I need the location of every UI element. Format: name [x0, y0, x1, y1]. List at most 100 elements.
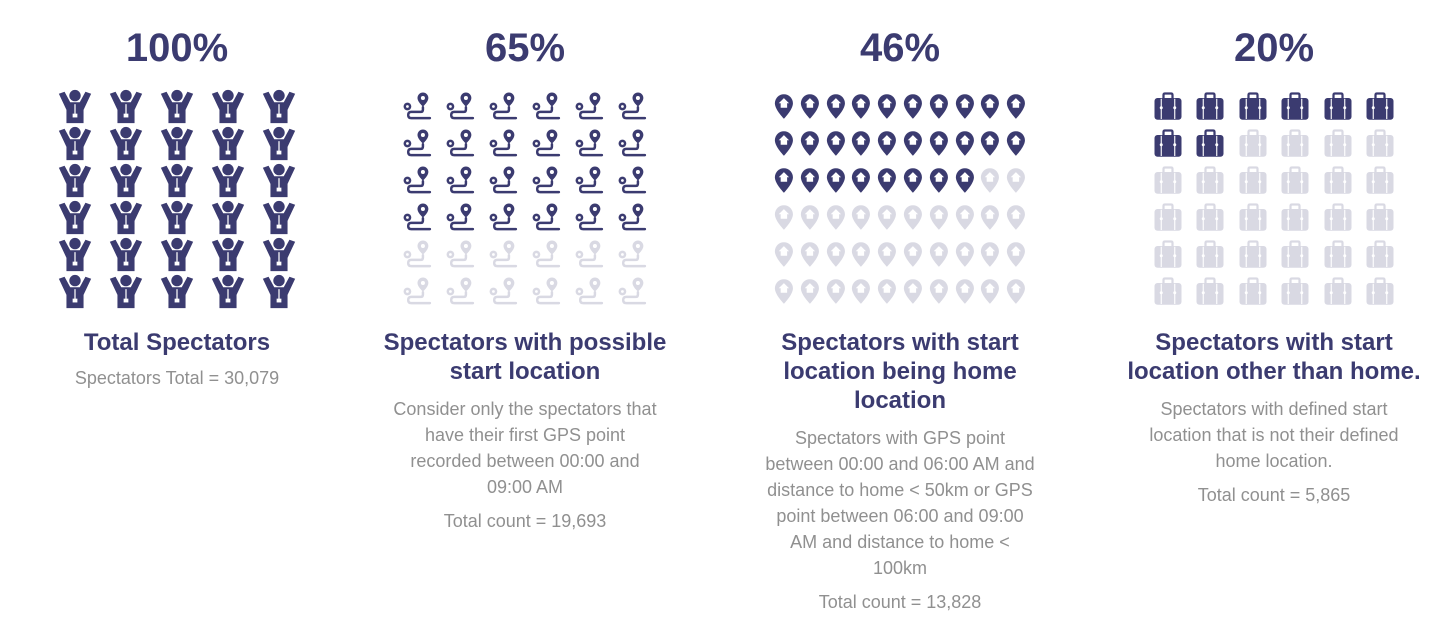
empty-home-location-pin-icon — [774, 205, 793, 230]
home-location-pin-icon — [977, 199, 1003, 236]
route-icon — [482, 125, 525, 162]
home-location-pin-icon — [848, 162, 874, 199]
empty-suitcase-icon — [1281, 202, 1309, 231]
panel-description: Consider only the spectators that have t… — [393, 399, 657, 497]
filled-home-location-pin-icon — [955, 131, 974, 156]
route-icon — [525, 125, 568, 162]
filled-person-arms-raised-icon — [109, 200, 143, 234]
home-location-pin-icon — [1003, 88, 1029, 125]
empty-route-icon — [618, 277, 647, 305]
person-arms-raised-icon — [101, 199, 152, 236]
route-icon — [568, 236, 611, 273]
filled-person-arms-raised-icon — [262, 237, 296, 271]
home-location-pin-icon — [874, 273, 900, 310]
filled-route-icon — [403, 92, 432, 120]
count-text: Spectators Total = 30,079 — [74, 368, 280, 388]
filled-person-arms-raised-icon — [211, 126, 245, 160]
empty-home-location-pin-icon — [826, 242, 845, 267]
filled-person-arms-raised-icon — [262, 126, 296, 160]
empty-home-location-pin-icon — [800, 242, 819, 267]
empty-home-location-pin-icon — [955, 205, 974, 230]
person-arms-raised-icon — [50, 236, 101, 273]
filled-home-location-pin-icon — [878, 94, 897, 119]
count-text: Total count = 5,865 — [1197, 485, 1351, 505]
person-arms-raised-icon — [152, 273, 203, 310]
filled-home-location-pin-icon — [929, 94, 948, 119]
filled-route-icon — [403, 166, 432, 194]
home-location-pin-icon — [771, 273, 797, 310]
empty-route-icon — [403, 277, 432, 305]
route-icon — [396, 162, 439, 199]
filled-person-arms-raised-icon — [160, 237, 194, 271]
suitcase-icon — [1231, 162, 1274, 199]
empty-suitcase-icon — [1196, 202, 1224, 231]
person-arms-raised-icon — [152, 236, 203, 273]
filled-home-location-pin-icon — [826, 168, 845, 193]
filled-person-arms-raised-icon — [262, 89, 296, 123]
route-icon — [396, 236, 439, 273]
suitcase-icon — [1317, 199, 1360, 236]
empty-home-location-pin-icon — [1007, 168, 1026, 193]
person-arms-raised-icon — [101, 162, 152, 199]
filled-home-location-pin-icon — [774, 168, 793, 193]
filled-home-location-pin-icon — [878, 168, 897, 193]
filled-route-icon — [446, 92, 475, 120]
empty-route-icon — [532, 277, 561, 305]
panel-title: Spectators with start location being hom… — [781, 329, 1019, 414]
icon-grid — [396, 88, 654, 310]
empty-suitcase-icon — [1239, 165, 1267, 194]
route-icon — [568, 273, 611, 310]
home-location-pin-icon — [926, 199, 952, 236]
suitcase-icon — [1359, 88, 1402, 125]
empty-suitcase-icon — [1239, 128, 1267, 157]
route-icon — [568, 88, 611, 125]
home-location-pin-icon — [797, 236, 823, 273]
suitcase-icon — [1231, 199, 1274, 236]
filled-route-icon — [403, 203, 432, 231]
empty-route-icon — [403, 240, 432, 268]
home-location-pin-icon — [977, 162, 1003, 199]
empty-suitcase-icon — [1239, 202, 1267, 231]
person-arms-raised-icon — [152, 162, 203, 199]
empty-home-location-pin-icon — [1007, 279, 1026, 304]
filled-route-icon — [575, 203, 604, 231]
filled-route-icon — [575, 166, 604, 194]
filled-route-icon — [618, 92, 647, 120]
filled-person-arms-raised-icon — [109, 237, 143, 271]
route-icon — [396, 199, 439, 236]
count-text: Total count = 19,693 — [443, 511, 607, 531]
suitcase-icon — [1359, 162, 1402, 199]
home-location-pin-icon — [823, 236, 849, 273]
route-icon — [525, 162, 568, 199]
home-location-pin-icon — [952, 199, 978, 236]
person-arms-raised-icon — [203, 162, 254, 199]
filled-person-arms-raised-icon — [160, 89, 194, 123]
person-arms-raised-icon — [101, 88, 152, 125]
empty-suitcase-icon — [1154, 276, 1182, 305]
person-arms-raised-icon — [101, 273, 152, 310]
filled-person-arms-raised-icon — [262, 163, 296, 197]
filled-home-location-pin-icon — [981, 94, 1000, 119]
home-location-pin-icon — [926, 88, 952, 125]
home-location-pin-icon — [874, 125, 900, 162]
empty-home-location-pin-icon — [826, 279, 845, 304]
panel-title: Spectators with start location other tha… — [1127, 329, 1421, 385]
empty-suitcase-icon — [1154, 239, 1182, 268]
filled-route-icon — [489, 129, 518, 157]
filled-route-icon — [489, 92, 518, 120]
empty-suitcase-icon — [1239, 239, 1267, 268]
home-location-pin-icon — [823, 162, 849, 199]
suitcase-icon — [1317, 273, 1360, 310]
route-icon — [568, 162, 611, 199]
empty-suitcase-icon — [1366, 276, 1394, 305]
suitcase-icon — [1274, 162, 1317, 199]
empty-home-location-pin-icon — [981, 168, 1000, 193]
panel-description: Spectators with GPS point between 00:00 … — [765, 428, 1035, 578]
empty-suitcase-icon — [1281, 128, 1309, 157]
empty-home-location-pin-icon — [1007, 242, 1026, 267]
suitcase-icon — [1146, 273, 1189, 310]
percent-label: 65% — [484, 26, 566, 70]
empty-suitcase-icon — [1324, 128, 1352, 157]
home-location-pin-icon — [900, 125, 926, 162]
route-icon — [611, 125, 654, 162]
